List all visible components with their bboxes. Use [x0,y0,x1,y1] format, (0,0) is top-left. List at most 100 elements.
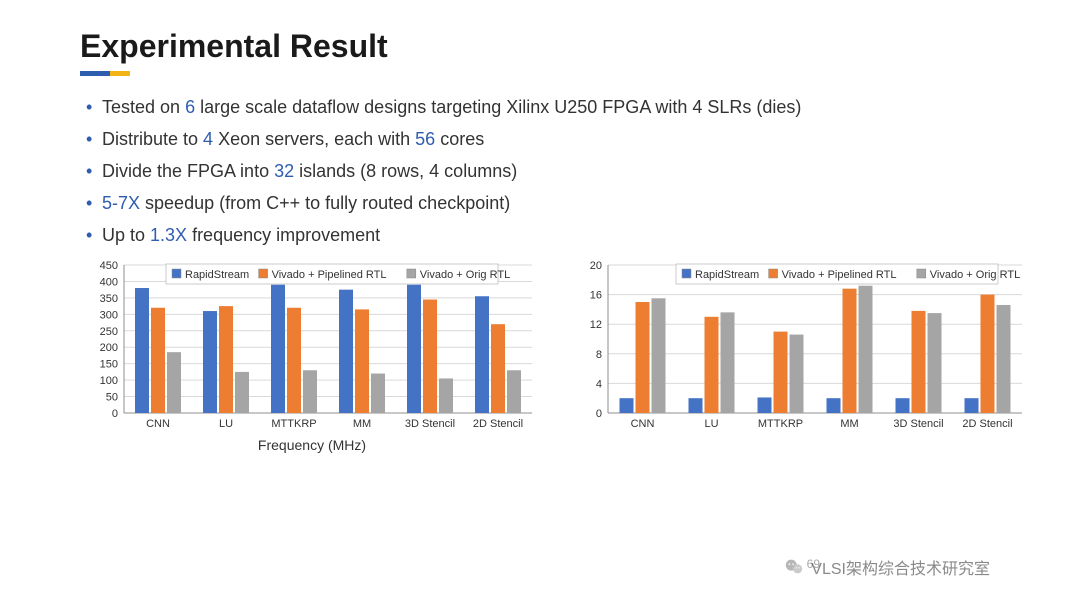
svg-text:50: 50 [106,392,118,404]
svg-text:300: 300 [100,310,118,322]
bullet-item: 5-7X speedup (from C++ to fully routed c… [80,190,1000,218]
category-label: 3D Stencil [405,418,455,430]
bullet-highlight: 5-7X [102,193,140,213]
bar [689,399,703,414]
svg-text:16: 16 [590,290,602,302]
bar [774,332,788,413]
bullet-text: frequency improvement [187,225,380,245]
category-label: MTTKRP [758,418,803,430]
watermark-text: VLSI架构综合技术研究室 [811,555,990,579]
slide-title: Experimental Result [80,28,1000,65]
legend-swatch [917,269,926,278]
bullet-item: Distribute to 4 Xeon servers, each with … [80,126,1000,154]
bar [981,295,995,413]
bar [491,325,505,414]
bar [303,371,317,414]
category-label: 2D Stencil [473,418,523,430]
bar [407,285,421,413]
bar [271,285,285,413]
bullet-highlight: 4 [203,129,213,149]
bullet-text: large scale dataflow designs targeting X… [195,97,801,117]
bar [859,286,873,413]
bar [843,289,857,413]
bar [287,308,301,413]
svg-text:200: 200 [100,343,118,355]
legend-label: Vivado + Pipelined RTL [782,269,897,281]
svg-text:100: 100 [100,376,118,388]
svg-text:12: 12 [590,320,602,332]
page-number: 69 [807,557,820,571]
bar [507,371,521,414]
svg-text:0: 0 [596,408,602,420]
svg-text:20: 20 [590,260,602,272]
bullet-list: Tested on 6 large scale dataflow designs… [80,94,1000,249]
category-label: 2D Stencil [962,418,1012,430]
bullet-highlight: 6 [185,97,195,117]
legend-swatch [769,269,778,278]
svg-text:400: 400 [100,277,118,289]
chart-runtime: 048121620CNNLUMTTKRPMM3D Stencil2D Stenc… [572,255,1032,453]
bar [475,297,489,414]
category-label: MM [353,418,371,430]
category-label: MTTKRP [271,418,316,430]
bar [339,290,353,413]
chart-frequency: 0 50 100 150 200 250 300 350 400 450 CNN LU MTTKRP MM… [82,255,542,453]
bullet-text: cores [435,129,484,149]
category-label: LU [219,418,233,430]
bar [620,399,634,414]
bar [705,317,719,413]
legend-swatch [172,269,181,278]
bar [652,299,666,414]
bullet-highlight: 1.3X [150,225,187,245]
bar [721,313,735,414]
bar [965,399,979,414]
bullet-text: Distribute to [102,129,203,149]
svg-text:250: 250 [100,326,118,338]
bullet-item: Up to 1.3X frequency improvement [80,222,1000,250]
legend-label: RapidStream [185,269,249,281]
legend-label: Vivado + Pipelined RTL [272,269,387,281]
category-label: CNN [146,418,170,430]
svg-text:150: 150 [100,359,118,371]
bar [896,399,910,414]
bullet-text: Up to [102,225,150,245]
bar [790,335,804,413]
bar [636,302,650,413]
legend-label: RapidStream [695,269,759,281]
chart-left-axis-title: Frequency (MHz) [82,437,542,453]
bar [827,399,841,414]
bar [355,310,369,414]
bar [203,311,217,413]
bar [135,288,149,413]
title-underline [80,71,130,76]
bar [371,374,385,413]
bar [928,314,942,414]
bullet-highlight: 56 [415,129,435,149]
bar [997,305,1011,413]
legend-swatch [682,269,691,278]
bar [151,308,165,413]
legend-label: Vivado + Orig RTL [930,269,1020,281]
category-label: MM [840,418,858,430]
category-label: LU [704,418,718,430]
svg-text:450: 450 [100,260,118,272]
bar [439,379,453,414]
legend-label: Vivado + Orig RTL [420,269,510,281]
bullet-text: islands (8 rows, 4 columns) [294,161,517,181]
bullet-text: Tested on [102,97,185,117]
bar [167,353,181,414]
svg-text:8: 8 [596,349,602,361]
bullet-highlight: 32 [274,161,294,181]
legend-swatch [407,269,416,278]
bullet-text: Divide the FPGA into [102,161,274,181]
bar [758,398,772,414]
bullet-text: Xeon servers, each with [213,129,415,149]
svg-text:0: 0 [112,408,118,420]
svg-text:350: 350 [100,293,118,305]
bullet-item: Tested on 6 large scale dataflow designs… [80,94,1000,122]
bar [235,372,249,413]
bar [219,307,233,414]
svg-text:4: 4 [596,379,602,391]
wechat-icon [783,556,805,578]
bar [423,300,437,413]
